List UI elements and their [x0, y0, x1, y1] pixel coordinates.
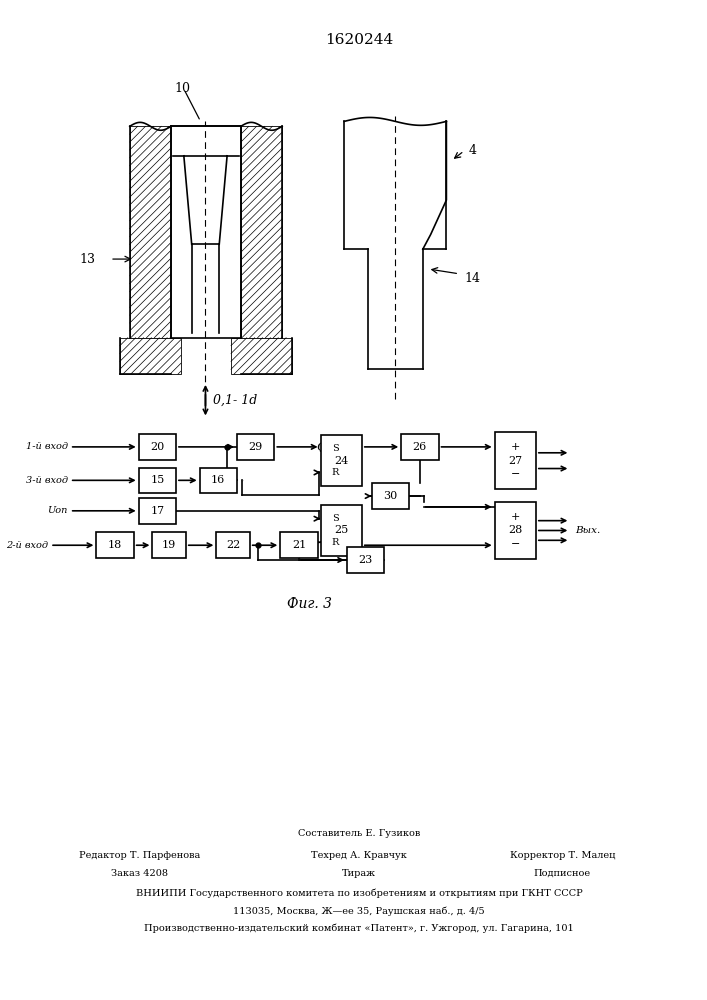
Bar [231, 338, 292, 374]
Bar [153, 532, 186, 558]
Text: 20: 20 [150, 442, 165, 452]
Text: Подписное: Подписное [534, 869, 591, 878]
Text: R: R [332, 538, 339, 547]
Text: 4: 4 [469, 144, 477, 157]
Text: −: − [510, 539, 520, 549]
Text: 27: 27 [508, 456, 522, 466]
Text: 3-й вход: 3-й вход [25, 476, 68, 485]
Text: 28: 28 [508, 525, 522, 535]
Text: −: − [510, 469, 520, 479]
Text: 19: 19 [162, 540, 176, 550]
Text: 10: 10 [174, 82, 190, 95]
Bar [241, 126, 282, 338]
Text: 22: 22 [226, 540, 240, 550]
Text: S: S [332, 514, 339, 523]
Text: 2-й вход: 2-й вход [6, 541, 48, 550]
Bar [199, 468, 237, 493]
Bar [96, 532, 134, 558]
Text: 0,1- 1d: 0,1- 1d [214, 394, 257, 407]
Text: 26: 26 [413, 442, 427, 452]
Bar [139, 498, 176, 524]
Bar [347, 547, 385, 573]
Text: ВНИИПИ Государственного комитета по изобретениям и открытиям при ГКНТ СССР: ВНИИПИ Государственного комитета по изоб… [136, 888, 583, 898]
Text: Фиг. 2: Фиг. 2 [317, 441, 361, 455]
Bar [495, 502, 536, 559]
Text: 17: 17 [150, 506, 164, 516]
Bar [130, 126, 171, 338]
Text: 23: 23 [358, 555, 373, 565]
Text: R: R [332, 468, 339, 477]
Text: 21: 21 [292, 540, 306, 550]
Text: 25: 25 [334, 525, 349, 535]
Text: Составитель Е. Гузиков: Составитель Е. Гузиков [298, 829, 420, 838]
Text: +: + [510, 442, 520, 452]
Text: Производственно-издательский комбинат «Патент», г. Ужгород, ул. Гагарина, 101: Производственно-издательский комбинат «П… [144, 924, 574, 933]
Bar [237, 434, 274, 460]
Text: Вых.: Вых. [575, 526, 600, 535]
Text: Корректор Т. Малец: Корректор Т. Малец [510, 851, 615, 860]
Bar [120, 338, 181, 374]
Text: Тираж: Тираж [342, 869, 376, 878]
Polygon shape [184, 156, 227, 333]
Text: S: S [332, 444, 339, 453]
Text: 18: 18 [108, 540, 122, 550]
Text: 13: 13 [79, 253, 95, 266]
Bar [139, 468, 176, 493]
Text: Фиг. 3: Фиг. 3 [287, 597, 332, 611]
Bar [280, 532, 317, 558]
Text: 1620244: 1620244 [325, 33, 393, 47]
Bar [139, 434, 176, 460]
Text: 1-й вход: 1-й вход [25, 442, 68, 451]
Text: Заказ 4208: Заказ 4208 [111, 869, 168, 878]
Text: 15: 15 [150, 475, 165, 485]
Text: 30: 30 [383, 491, 397, 501]
Text: 29: 29 [248, 442, 263, 452]
Bar [320, 505, 362, 556]
Bar [372, 483, 409, 509]
Text: Редактор Т. Парфенова: Редактор Т. Парфенова [79, 851, 200, 860]
Bar [401, 434, 438, 460]
Text: 14: 14 [464, 272, 480, 285]
Bar [171, 126, 241, 338]
Text: Техред А. Кравчук: Техред А. Кравчук [311, 851, 407, 860]
Bar [216, 532, 250, 558]
Bar [495, 432, 536, 489]
Text: 113035, Москва, Ж—ее 35, Раушская наб., д. 4/5: 113035, Москва, Ж—ее 35, Раушская наб., … [233, 906, 485, 916]
Text: 24: 24 [334, 456, 349, 466]
Text: 16: 16 [211, 475, 226, 485]
Bar [320, 435, 362, 486]
Text: +: + [510, 512, 520, 522]
Text: Uоп: Uоп [47, 506, 68, 515]
